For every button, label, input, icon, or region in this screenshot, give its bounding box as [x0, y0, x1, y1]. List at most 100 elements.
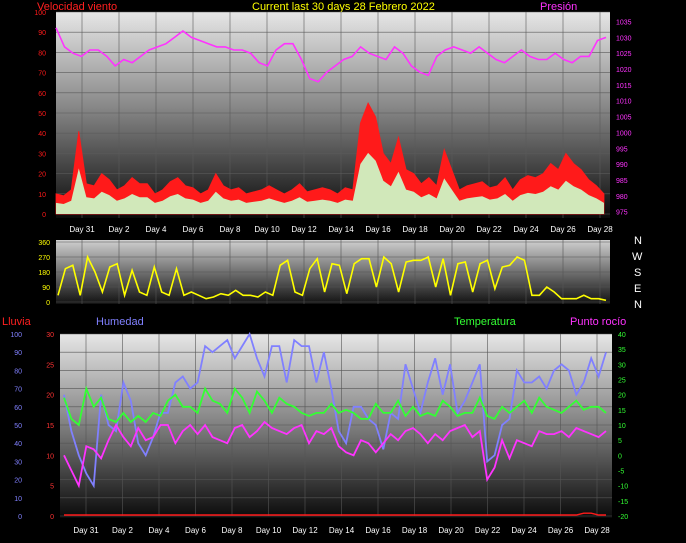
wind-direction-series: [57, 254, 607, 302]
temperature-tick-label: 40: [618, 332, 626, 339]
x-tick-label: Day 24: [511, 526, 537, 535]
direction-y-axis: 0 90 180 270 360: [38, 240, 50, 307]
y-right-tick-label: 1015: [616, 83, 632, 90]
x-tick-label: Day 31: [73, 526, 99, 535]
temperature-tick-label: 20: [618, 393, 626, 400]
x-tick-label: Day 31: [69, 225, 95, 234]
wind-series: [55, 27, 607, 215]
temperature-tick-label: 0: [618, 453, 622, 460]
x-tick-label: Day 22: [475, 526, 501, 535]
x-tick-label: Day 20: [438, 526, 464, 535]
y-tick-label: 30: [38, 151, 46, 158]
temperature-tick-label: -10: [618, 484, 628, 491]
wind-average-series: [56, 152, 604, 214]
humidity-tick-label: 20: [46, 393, 54, 400]
x-tick-label: Day 12: [291, 225, 317, 234]
x-tick-label: Day 6: [185, 526, 206, 535]
humidity-y-axis: 0 5 10 15 20 25 30: [46, 332, 54, 521]
y-right-tick-label: 1005: [616, 115, 632, 122]
y-right-tick-label: 1030: [616, 35, 632, 42]
y-tick-label: 0: [46, 300, 50, 307]
humidity-tick-label: 0: [50, 514, 54, 521]
x-tick-label: Day 10: [254, 225, 280, 234]
humidity-tick-label: 30: [46, 332, 54, 339]
y-tick-label: 20: [38, 172, 46, 179]
x-tick-label: Day 4: [146, 225, 167, 234]
humidity-tick-label: 15: [46, 423, 54, 430]
compass-w: W: [632, 251, 643, 263]
temperature-tick-label: 10: [618, 423, 626, 430]
x-tick-label: Day 4: [149, 526, 170, 535]
compass-s: S: [634, 267, 641, 279]
humidity-series: [63, 331, 607, 489]
chart-title: Current last 30 days 28 Febrero 2022: [252, 1, 435, 13]
temperature-tick-label: -5: [618, 469, 624, 476]
temperature-tick-label: -15: [618, 499, 628, 506]
y-right-tick-label: 975: [616, 210, 628, 217]
humidity-temp-plot-area: [60, 334, 612, 518]
x-tick-label: Day 18: [402, 526, 428, 535]
dewpoint-label: Punto rocío: [570, 316, 626, 328]
rain-tick-label: 90: [14, 350, 22, 357]
rain-tick-label: 50: [14, 423, 22, 430]
rain-tick-label: 70: [14, 387, 22, 394]
x-tick-label: Day 20: [439, 225, 465, 234]
temperature-label: Temperatura: [454, 316, 517, 328]
y-right-tick-label: 1025: [616, 51, 632, 58]
temperature-series: [63, 385, 607, 427]
x-tick-label: Day 10: [256, 526, 282, 535]
y-right-tick-label: 1035: [616, 20, 632, 27]
x-tick-label: Day 8: [222, 526, 243, 535]
humidity-label: Humedad: [96, 316, 144, 328]
y-right-tick-label: 980: [616, 194, 628, 201]
x-tick-label: Day 28: [584, 526, 610, 535]
y-tick-label: 50: [38, 111, 46, 118]
rain-tick-label: 40: [14, 441, 22, 448]
direction-grid: [56, 240, 610, 304]
x-tick-label: Day 28: [587, 225, 613, 234]
x-tick-label: Day 14: [328, 225, 354, 234]
x-tick-label: Day 18: [402, 225, 428, 234]
x-tick-label: Day 22: [476, 225, 502, 234]
y-right-tick-label: 1020: [616, 67, 632, 74]
humidity-tick-label: 25: [46, 362, 54, 369]
y-tick-label: 270: [38, 255, 50, 262]
x-tick-label: Day 2: [112, 526, 133, 535]
rain-tick-label: 0: [18, 514, 22, 521]
x-tick-label: Day 24: [513, 225, 539, 234]
humidity-tick-label: 10: [46, 453, 54, 460]
humidity-x-axis: Day 31 Day 2 Day 4 Day 6 Day 8 Day 10 Day 12 Da…: [73, 526, 610, 535]
y-right-tick-label: 990: [616, 162, 628, 169]
rain-tick-label: 60: [14, 405, 22, 412]
x-tick-label: Day 14: [329, 526, 355, 535]
y-right-tick-label: 985: [616, 178, 628, 185]
x-tick-label: Day 26: [550, 225, 576, 234]
x-tick-label: Day 12: [292, 526, 318, 535]
y-tick-label: 0: [42, 212, 46, 219]
y-tick-label: 40: [38, 131, 46, 138]
dewpoint-series: [63, 420, 607, 489]
rain-label: Lluvia: [2, 316, 32, 328]
rain-tick-label: 30: [14, 459, 22, 466]
pressure-label: Presión: [540, 1, 577, 13]
x-tick-label: Day 16: [365, 225, 391, 234]
temperature-tick-label: 35: [618, 347, 626, 354]
x-tick-label: Day 8: [220, 225, 241, 234]
y-right-tick-label: 1000: [616, 130, 632, 137]
x-tick-label: Day 6: [183, 225, 204, 234]
wind-speed-label: Velocidad viento: [37, 1, 117, 13]
wind-x-axis: Day 31 Day 2 Day 4 Day 6 Day 8 Day 10 Day 12 Da…: [69, 225, 613, 234]
pressure-y-axis: 975 980 985 990 995 1000 1005 1010 1015 1020 1025 1…: [616, 20, 632, 217]
wind-speed-series: [55, 101, 605, 215]
x-tick-label: Day 16: [365, 526, 391, 535]
y-tick-label: 90: [42, 285, 50, 292]
y-tick-label: 90: [38, 30, 46, 37]
compass-n-top: N: [634, 235, 642, 247]
y-tick-label: 100: [34, 10, 46, 17]
direction-series: [57, 254, 607, 302]
compass-e: E: [634, 283, 641, 295]
y-tick-label: 10: [38, 192, 46, 199]
y-tick-label: 180: [38, 270, 50, 277]
temperature-tick-label: 30: [618, 362, 626, 369]
